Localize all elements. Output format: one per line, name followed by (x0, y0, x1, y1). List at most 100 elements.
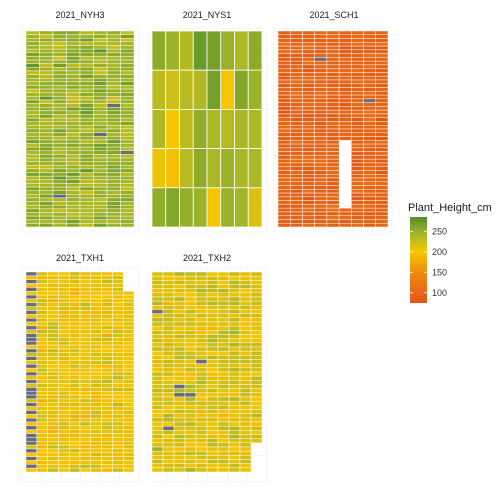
plot-cell (206, 455, 219, 460)
plot-cell (90, 441, 102, 446)
plot-cell (25, 190, 40, 195)
plot-cell (326, 102, 340, 107)
plot-cell (277, 121, 291, 126)
plot-cell (93, 52, 108, 57)
plot-cell (47, 429, 59, 434)
plot-cell (277, 57, 291, 62)
plot-cell (277, 136, 291, 141)
plot-cell (52, 128, 67, 133)
plot-cell (162, 450, 175, 456)
plot-cell (90, 387, 102, 392)
plot-cell (47, 414, 59, 419)
plot-cell (289, 42, 303, 47)
plot-cell (93, 161, 108, 166)
plot-cell (173, 305, 186, 310)
plot-cell (351, 155, 364, 160)
plot-cell (66, 139, 81, 144)
plot-cell (93, 208, 108, 213)
plot-cell (90, 317, 102, 323)
plot-cell (122, 298, 135, 303)
plot-cell (39, 121, 54, 126)
plot-cell (363, 38, 377, 43)
plot-cell (326, 113, 340, 118)
plot-cell (52, 99, 67, 104)
plot-cell (101, 414, 113, 419)
plot-cell (314, 125, 328, 130)
plot-cell (375, 83, 389, 88)
plot-cell (79, 132, 94, 137)
plot-cell (217, 330, 230, 335)
plot-cell (250, 430, 263, 435)
plot-cell (217, 409, 230, 414)
plot-cell (228, 388, 241, 394)
plot-cell (47, 410, 59, 415)
plot-cell (79, 310, 92, 315)
plot-cell (351, 147, 364, 152)
plot-cell (58, 417, 70, 423)
plot-cell (302, 219, 315, 224)
plot-cell (52, 121, 67, 126)
plot-cell (39, 143, 54, 148)
plot-cell (58, 314, 70, 319)
plot-cell (217, 334, 230, 339)
plot-cell (195, 284, 208, 289)
plot-cell (338, 125, 352, 130)
plot-cell (93, 183, 108, 188)
plot-cell (162, 305, 175, 310)
plot-cell (101, 352, 113, 357)
plot-cell (47, 287, 59, 292)
plot-cell (277, 177, 291, 182)
plot-cell (363, 42, 377, 47)
plot-cell (326, 30, 340, 35)
plot-cell (173, 309, 186, 314)
plot-cell (122, 406, 135, 411)
plot-cell (36, 333, 48, 338)
plot-cell (375, 57, 389, 62)
plot-cell (326, 211, 340, 216)
plot-cell (58, 364, 70, 369)
plot-cell (68, 329, 81, 334)
plot-cell (90, 437, 102, 442)
plot-cell (112, 271, 124, 277)
plot-cell (289, 223, 303, 228)
plot-cell (228, 359, 241, 364)
plot-cell (68, 360, 81, 365)
plot-cell (79, 88, 94, 93)
plot-cell (79, 125, 94, 130)
plot-cell (122, 356, 135, 361)
plot-cell (289, 192, 303, 198)
plot-cell (120, 41, 135, 46)
plot-cell (79, 41, 94, 46)
plot-cell (120, 88, 135, 93)
plot-cell (68, 379, 81, 384)
plot-cell (195, 305, 208, 310)
plot-cell (93, 179, 108, 184)
plot-cell (122, 460, 135, 465)
plot-cell (39, 88, 54, 93)
plot-cell (375, 177, 389, 182)
plot-cell (39, 96, 54, 101)
plot-cell (151, 325, 164, 331)
plot-cell (52, 74, 67, 79)
plot-cell (106, 45, 121, 50)
plot-cell (351, 76, 364, 81)
plot-cell (101, 437, 113, 442)
plot-cell (79, 175, 94, 181)
plot-cell (68, 429, 81, 434)
plot-cell (68, 402, 81, 407)
plot-cell (122, 337, 135, 342)
plot-cell (122, 367, 135, 373)
plot-cell (184, 446, 197, 452)
plot-cell (239, 455, 252, 460)
plot-cell (25, 306, 38, 311)
plot-cell (206, 288, 219, 294)
plot-cell (217, 421, 230, 427)
plot-cell (25, 394, 38, 400)
legend-tick-label: 150 (432, 267, 447, 277)
plot-cell (66, 52, 81, 57)
plot-cell (52, 110, 67, 115)
plot-cell (79, 275, 92, 280)
plot-cell (47, 467, 59, 473)
plot-cell (68, 298, 81, 303)
